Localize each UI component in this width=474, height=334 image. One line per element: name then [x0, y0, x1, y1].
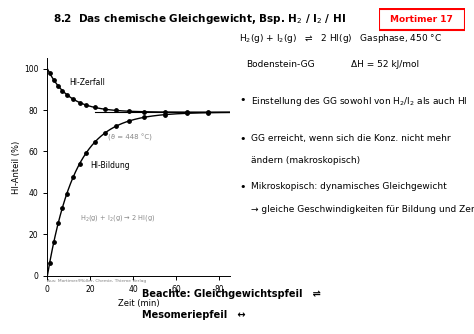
- Point: [50, 77, 58, 83]
- Point: [101, 107, 109, 112]
- Point: [112, 124, 120, 129]
- Text: → gleiche Geschwindigkeiten für Bildung und Zerfall von HI: → gleiche Geschwindigkeiten für Bildung …: [251, 205, 474, 214]
- Text: Mesomeriepfeil   ↔: Mesomeriepfeil ↔: [142, 310, 246, 320]
- Point: [162, 112, 169, 117]
- Point: [76, 100, 83, 105]
- Point: [55, 83, 62, 89]
- Point: [205, 110, 212, 115]
- Point: [140, 109, 148, 115]
- Point: [55, 221, 62, 226]
- Point: [183, 111, 191, 116]
- Point: [125, 118, 133, 124]
- Point: [82, 102, 90, 108]
- Text: ändern (makroskopisch): ändern (makroskopisch): [251, 156, 360, 165]
- Text: Beachte: Gleichgewichtspfeil   ⇌: Beachte: Gleichgewichtspfeil ⇌: [142, 289, 321, 299]
- Text: 8.2  Das chemische Gleichgewicht, Bsp. H$_2$ / I$_2$ / HI: 8.2 Das chemische Gleichgewicht, Bsp. H$…: [53, 12, 346, 26]
- Text: H$_2$(g) + I$_2$(g)   ⇌   2 HI(g)   Gasphase, 450 °C: H$_2$(g) + I$_2$(g) ⇌ 2 HI(g) Gasphase, …: [239, 32, 443, 45]
- Point: [101, 130, 109, 135]
- Point: [112, 108, 120, 113]
- Point: [50, 239, 58, 244]
- Text: ΔH = 52 kJ/mol: ΔH = 52 kJ/mol: [351, 60, 419, 69]
- Point: [46, 70, 54, 75]
- Y-axis label: HI-Anteil (%): HI-Anteil (%): [12, 140, 21, 194]
- Point: [183, 110, 191, 115]
- Text: Aus: Mortimer/Müller, Chemie, Thieme Verlag: Aus: Mortimer/Müller, Chemie, Thieme Ver…: [47, 279, 146, 283]
- Text: •: •: [239, 182, 246, 192]
- Point: [46, 261, 54, 266]
- Text: GG erreicht, wenn sich die Konz. nicht mehr: GG erreicht, wenn sich die Konz. nicht m…: [251, 134, 451, 143]
- Point: [140, 115, 148, 120]
- Point: [63, 92, 71, 97]
- Text: H$_2$(g) + I$_2$(g) → 2 HI(g): H$_2$(g) + I$_2$(g) → 2 HI(g): [80, 213, 155, 223]
- FancyBboxPatch shape: [379, 9, 465, 30]
- Point: [69, 97, 77, 102]
- Point: [63, 191, 71, 197]
- Point: [205, 110, 212, 115]
- Text: Bodenstein-GG: Bodenstein-GG: [246, 60, 315, 69]
- Point: [91, 140, 99, 145]
- Point: [59, 205, 66, 210]
- Point: [69, 174, 77, 180]
- Text: Mortimer 17: Mortimer 17: [391, 15, 453, 24]
- Text: •: •: [239, 134, 246, 144]
- Point: [59, 88, 66, 93]
- Point: [91, 105, 99, 110]
- Point: [76, 161, 83, 166]
- Text: Mikroskopisch: dynamisches Gleichgewicht: Mikroskopisch: dynamisches Gleichgewicht: [251, 182, 447, 191]
- Point: [125, 109, 133, 114]
- Point: [82, 150, 90, 156]
- Text: Einstellung des GG sowohl von H$_2$/I$_2$ als auch HI: Einstellung des GG sowohl von H$_2$/I$_2…: [251, 95, 468, 108]
- Point: [162, 109, 169, 115]
- X-axis label: Zeit (min): Zeit (min): [118, 299, 159, 308]
- Text: (ϑ = 448 °C): (ϑ = 448 °C): [108, 133, 151, 141]
- Text: •: •: [239, 95, 246, 105]
- Text: HI-Zerfall: HI-Zerfall: [69, 78, 105, 87]
- Text: HI-Bildung: HI-Bildung: [91, 161, 130, 170]
